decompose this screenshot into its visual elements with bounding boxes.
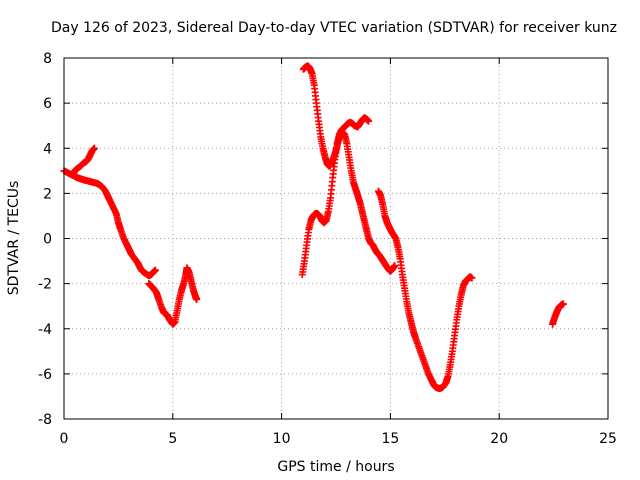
y-axis-label: SDTVAR / TECUs [6,181,22,296]
x-tick-label: 20 [490,431,508,447]
y-tick-label: -8 [38,412,52,428]
y-tick-label: -6 [38,367,52,383]
data-layer [60,62,567,393]
x-tick-label: 25 [599,431,617,447]
grid [64,58,608,419]
y-tick-label: -4 [38,322,52,338]
series-segment [145,264,201,328]
series-segment [549,300,567,328]
y-tick-labels: -8 -6 -4 -2 0 2 4 6 8 [38,51,52,428]
y-tick-label: 4 [43,141,52,157]
x-tick-label: 0 [60,431,69,447]
chart-title: Day 126 of 2023, Sidereal Day-to-day VTE… [51,20,617,36]
axis-ticks [63,57,609,420]
x-tick-label: 5 [168,431,177,447]
y-tick-label: 8 [43,51,52,67]
data-point [365,117,373,125]
y-tick-label: 6 [43,96,52,112]
series-segment [374,187,476,393]
y-tick-label: 0 [43,232,52,248]
x-tick-label: 15 [381,431,399,447]
y-tick-label: -2 [38,277,52,293]
series-segment [69,170,159,280]
data-point [151,266,159,274]
data-point [391,262,399,270]
data-point [468,274,476,282]
data-point [193,295,201,303]
data-point [90,144,98,152]
y-tick-label: 2 [43,186,52,202]
x-tick-labels: 0 5 10 15 20 25 [60,431,617,447]
series-segment [60,144,98,179]
x-axis-label: GPS time / hours [277,459,394,475]
x-tick-label: 10 [273,431,291,447]
data-point [559,300,567,308]
series-segment [298,114,373,279]
data-series [60,62,567,393]
series-segment [299,62,399,275]
